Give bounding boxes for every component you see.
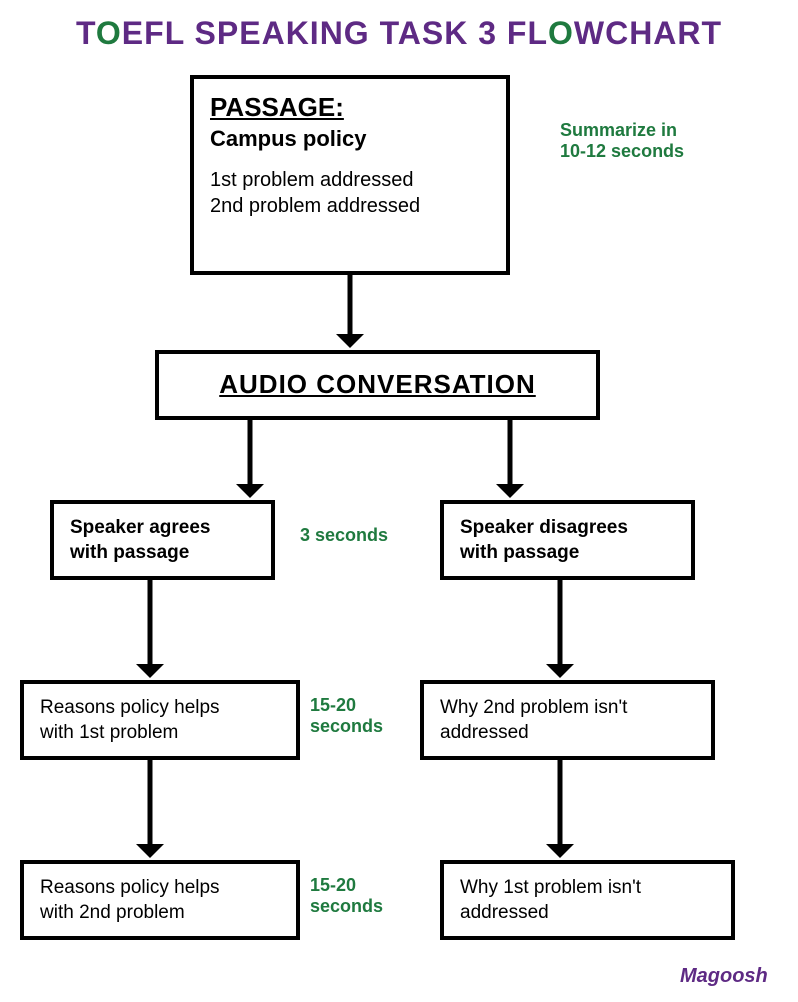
flowchart-arrows	[0, 0, 798, 1002]
